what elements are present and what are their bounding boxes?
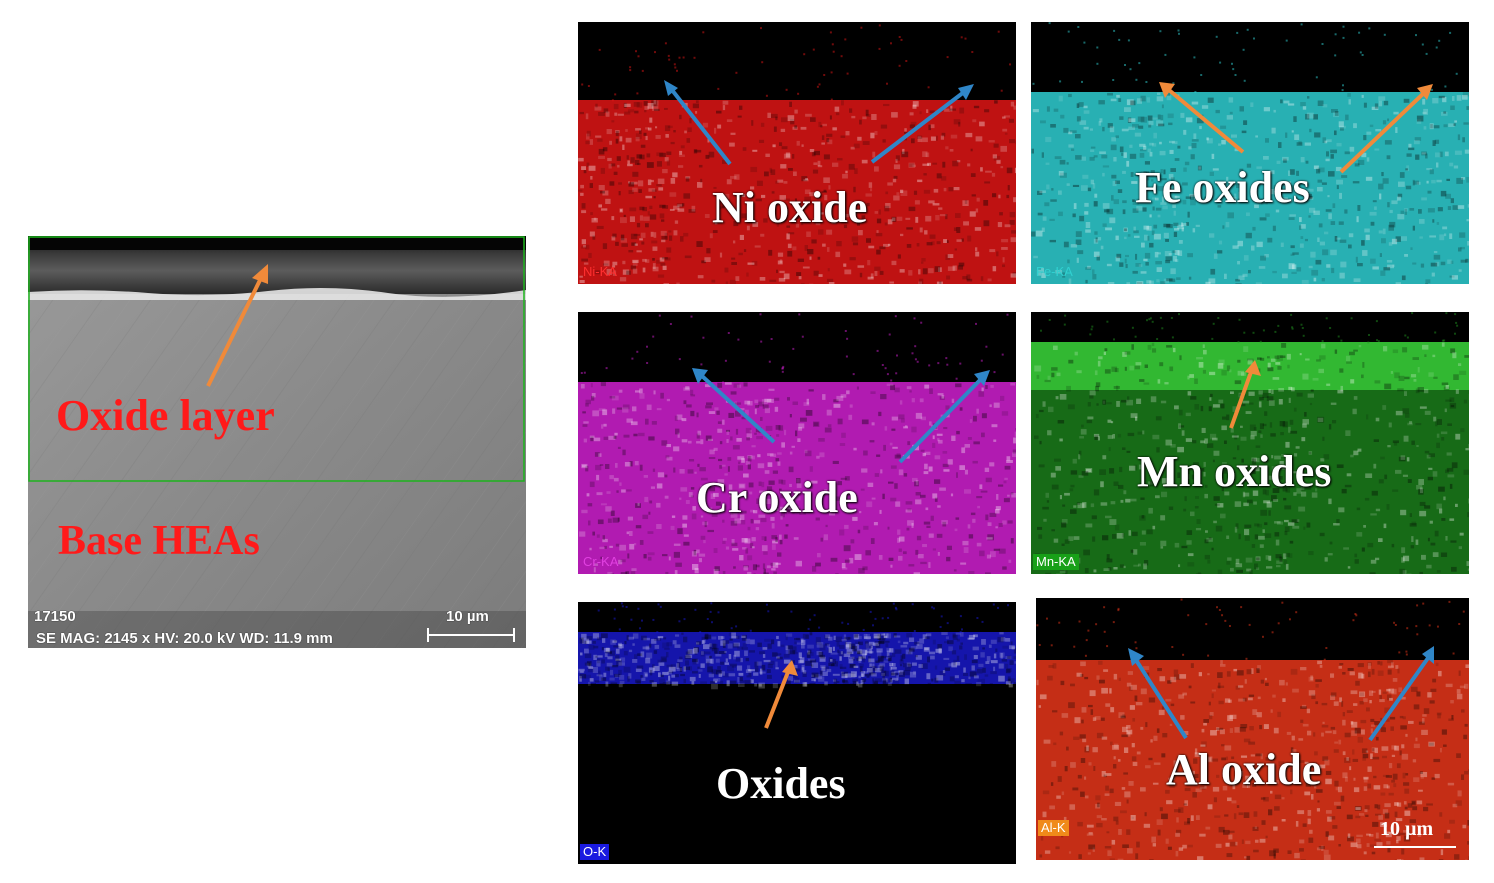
oxide-layer-label: Oxide layer [56,391,275,440]
al-oxide-label: Al oxide [1166,745,1322,794]
al-scale-label: 10 µm [1380,818,1434,840]
mn-element-tag: Mn-KA [1033,553,1079,570]
al-element-tag: Al-K [1038,819,1069,836]
cr-oxide-label: Cr oxide [696,473,858,522]
sem-scale-bar [427,628,515,642]
sem-scale-label: 10 µm [446,608,489,625]
ni-map-panel: Ni oxide Ni-KA [578,22,1016,284]
cr-map-panel: Cr oxide Cr-KA [578,312,1016,574]
sem-micrograph [28,236,526,648]
fe-map-panel: Fe oxides Fe-KA [1031,22,1469,284]
base-heas-label: Base HEAs [58,518,260,564]
ni-oxide-label: Ni oxide [712,183,868,232]
o-map-panel: Oxides O-K [578,602,1016,864]
ni-element-map [578,22,1016,284]
mn-map-panel: Mn oxides Mn-KA [1031,312,1469,574]
al-map-panel: Al oxide Al-K 10 µm [1036,598,1469,860]
mn-element-map [1031,312,1469,574]
sem-info-id: 17150 [34,608,76,625]
o-element-tag: O-K [580,843,610,860]
sem-image-panel: Oxide layer Base HEAs 17150 SE MAG: 2145… [28,236,526,648]
oxides-label: Oxides [716,759,846,808]
fe-element-tag: Fe-KA [1036,263,1073,279]
mn-oxides-label: Mn oxides [1137,447,1332,496]
fe-oxides-label: Fe oxides [1135,163,1310,212]
cr-element-map [578,312,1016,574]
sem-info-params: SE MAG: 2145 x HV: 20.0 kV WD: 11.9 mm [36,630,333,647]
o-element-map [578,602,1016,864]
fe-element-map [1031,22,1469,284]
al-scale-bar [1374,846,1456,848]
cr-element-tag: Cr-KA [583,553,619,569]
ni-element-tag: Ni-KA [583,263,617,279]
